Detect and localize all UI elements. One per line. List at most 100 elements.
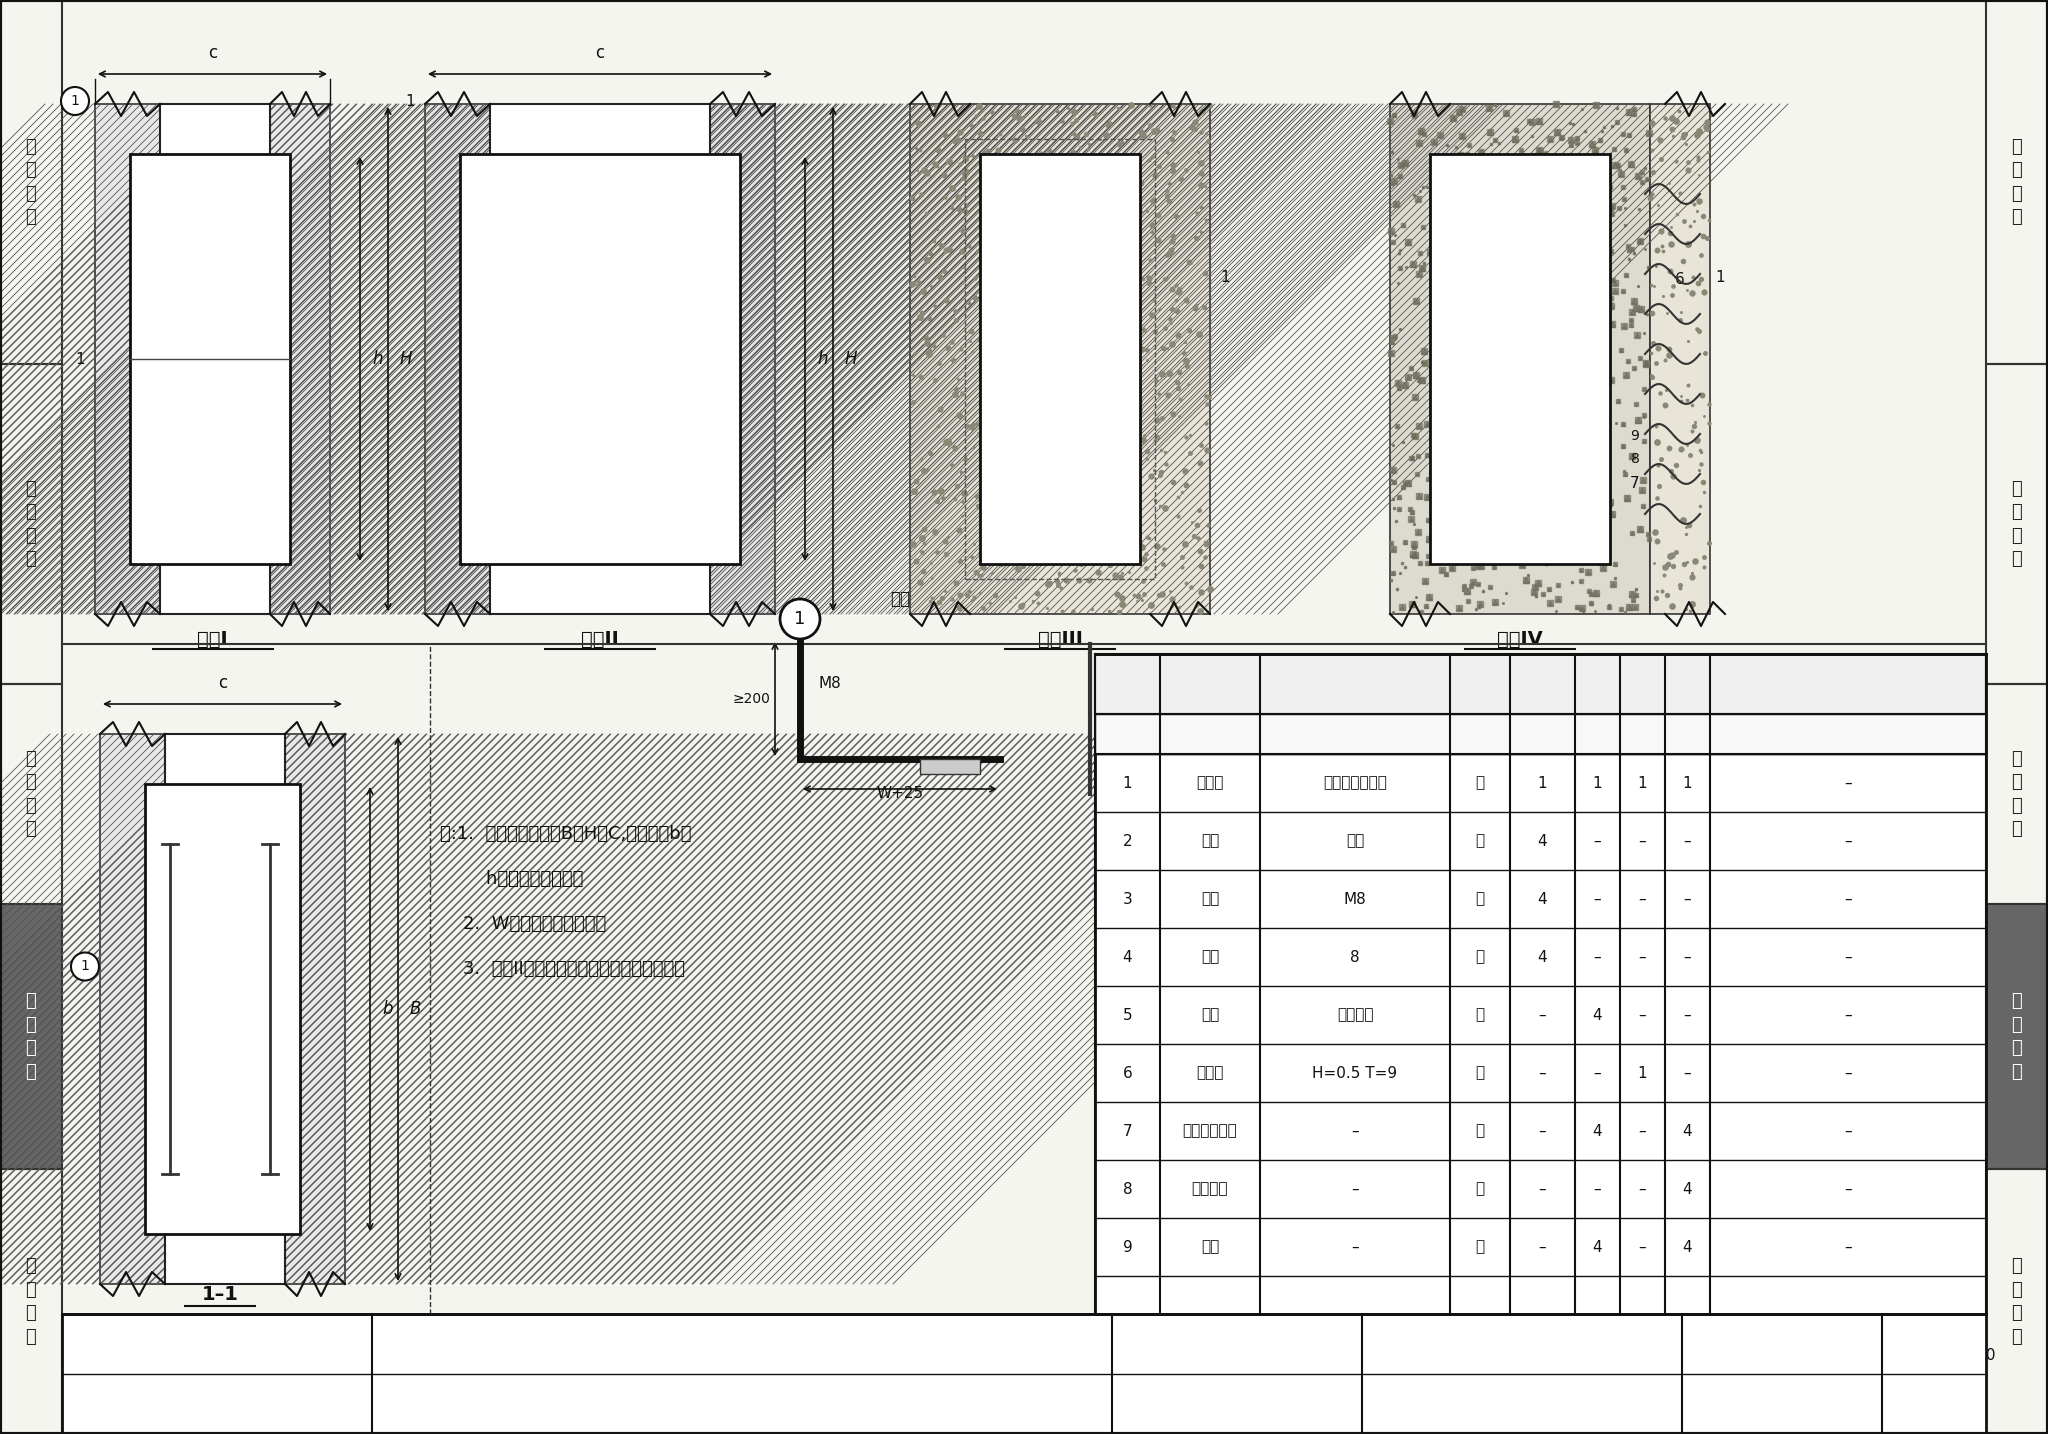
Bar xyxy=(100,734,166,1283)
Text: –: – xyxy=(1352,1182,1358,1196)
Text: W+25: W+25 xyxy=(877,786,924,802)
Text: 6: 6 xyxy=(1675,271,1686,287)
Text: 钢丝网: 钢丝网 xyxy=(1196,1065,1225,1080)
Text: 垫圈: 垫圈 xyxy=(1200,949,1219,965)
Text: –: – xyxy=(1638,1123,1647,1139)
Text: 4: 4 xyxy=(195,1152,205,1166)
Text: 个: 个 xyxy=(1475,1239,1485,1255)
Text: 3.  方案II适用于小型、较轻的设备箱安装。: 3. 方案II适用于小型、较轻的设备箱安装。 xyxy=(440,959,684,978)
Text: 图集号: 图集号 xyxy=(1212,1348,1239,1364)
Text: 数量: 数量 xyxy=(1599,675,1620,693)
Text: 个: 个 xyxy=(1475,776,1485,790)
Text: 现场配合: 现场配合 xyxy=(1337,1008,1374,1022)
Text: III: III xyxy=(1634,727,1651,741)
Text: –: – xyxy=(1538,1182,1546,1196)
Bar xyxy=(1987,364,2048,684)
Text: 1–1: 1–1 xyxy=(201,1285,238,1304)
Text: 6-20: 6-20 xyxy=(1962,1348,1997,1364)
Bar xyxy=(670,344,721,374)
Text: 单位: 单位 xyxy=(1470,675,1491,693)
Text: –: – xyxy=(1538,1065,1546,1080)
Bar xyxy=(1987,903,2048,1169)
Bar xyxy=(670,204,721,234)
Text: –: – xyxy=(1843,1239,1851,1255)
Bar xyxy=(166,734,285,1283)
Text: –: – xyxy=(1843,776,1851,790)
Bar xyxy=(965,139,1155,579)
Text: –: – xyxy=(1638,892,1647,906)
Text: –: – xyxy=(1638,833,1647,849)
Text: 个: 个 xyxy=(1475,1123,1485,1139)
Text: –: – xyxy=(1843,1123,1851,1139)
Text: –: – xyxy=(1638,1182,1647,1196)
Text: H=0.5 T=9: H=0.5 T=9 xyxy=(1313,1065,1397,1080)
Text: ≥200: ≥200 xyxy=(731,693,770,706)
Text: 4: 4 xyxy=(1538,833,1548,849)
Text: 4: 4 xyxy=(1593,1239,1602,1255)
Text: 块: 块 xyxy=(1475,1008,1485,1022)
Text: 焊接: 焊接 xyxy=(891,589,909,608)
Text: –: – xyxy=(1843,949,1851,965)
Bar xyxy=(160,105,270,614)
Text: 4: 4 xyxy=(180,361,190,377)
Text: 缆
线
敷
设: 缆 线 敷 设 xyxy=(2011,750,2021,839)
Text: –: – xyxy=(1843,892,1851,906)
Bar xyxy=(0,903,61,1169)
Bar xyxy=(0,684,61,903)
Text: 木砖: 木砖 xyxy=(1200,1008,1219,1022)
Text: 9: 9 xyxy=(1122,1239,1133,1255)
Text: 9: 9 xyxy=(725,486,735,502)
Text: 7: 7 xyxy=(725,506,735,522)
Text: 设
备
安
装: 设 备 安 装 xyxy=(27,992,37,1081)
Circle shape xyxy=(780,599,819,640)
Text: h: h xyxy=(817,350,827,369)
Text: 机
房
工
程: 机 房 工 程 xyxy=(2011,138,2021,227)
Text: 个: 个 xyxy=(1475,949,1485,965)
Text: –: – xyxy=(1843,833,1851,849)
Bar xyxy=(1987,1169,2048,1434)
Text: 1: 1 xyxy=(1593,776,1602,790)
Text: –: – xyxy=(1638,1008,1647,1022)
Text: –: – xyxy=(1683,833,1692,849)
Text: 1: 1 xyxy=(406,93,416,109)
Text: 4: 4 xyxy=(1593,1123,1602,1139)
Text: –: – xyxy=(1683,1065,1692,1080)
Text: 个: 个 xyxy=(1475,892,1485,906)
Text: 机
房
工
程: 机 房 工 程 xyxy=(27,138,37,227)
Bar xyxy=(1651,105,1710,614)
Bar xyxy=(1096,654,1987,714)
Text: 3: 3 xyxy=(1122,892,1133,906)
Text: 4: 4 xyxy=(1683,1182,1692,1196)
Text: 螺栓: 螺栓 xyxy=(1200,833,1219,849)
Text: 1: 1 xyxy=(1122,776,1133,790)
Text: 编号: 编号 xyxy=(1118,675,1137,693)
Bar xyxy=(479,485,541,513)
Text: 页: 页 xyxy=(1921,1348,1931,1364)
Text: 见图: 见图 xyxy=(1346,833,1364,849)
Text: 半圆头木螺钉: 半圆头木螺钉 xyxy=(1182,1123,1237,1139)
Text: 方案I: 方案I xyxy=(197,630,227,648)
Text: 方案II: 方案II xyxy=(582,630,618,648)
Bar xyxy=(479,344,541,374)
Text: M8: M8 xyxy=(817,677,842,691)
Text: h由工程设计确定。: h由工程设计确定。 xyxy=(440,870,584,888)
Text: 注:1.  设备箱外形尺寸B、H、C,安装尺寸b、: 注:1. 设备箱外形尺寸B、H、C,安装尺寸b、 xyxy=(440,825,692,843)
Text: 4: 4 xyxy=(1683,1239,1692,1255)
Text: b: b xyxy=(383,999,393,1018)
Text: 设备安装: 设备安装 xyxy=(219,1352,266,1371)
Text: 设备箱在空心砖墙上安装: 设备箱在空心砖墙上安装 xyxy=(680,1357,844,1380)
Text: 方案III: 方案III xyxy=(1038,630,1083,648)
Bar xyxy=(909,105,1210,614)
Text: 8: 8 xyxy=(1350,949,1360,965)
Text: –: – xyxy=(1593,833,1602,849)
Text: 1: 1 xyxy=(795,609,805,628)
Text: –: – xyxy=(1593,949,1602,965)
Text: 1: 1 xyxy=(80,959,90,974)
Circle shape xyxy=(72,952,98,981)
Text: –: – xyxy=(1683,949,1692,965)
Circle shape xyxy=(61,87,88,115)
Text: –: – xyxy=(1538,1123,1546,1139)
Text: –: – xyxy=(1683,1008,1692,1022)
Text: 2: 2 xyxy=(1122,833,1133,849)
Text: 3: 3 xyxy=(182,1169,193,1183)
